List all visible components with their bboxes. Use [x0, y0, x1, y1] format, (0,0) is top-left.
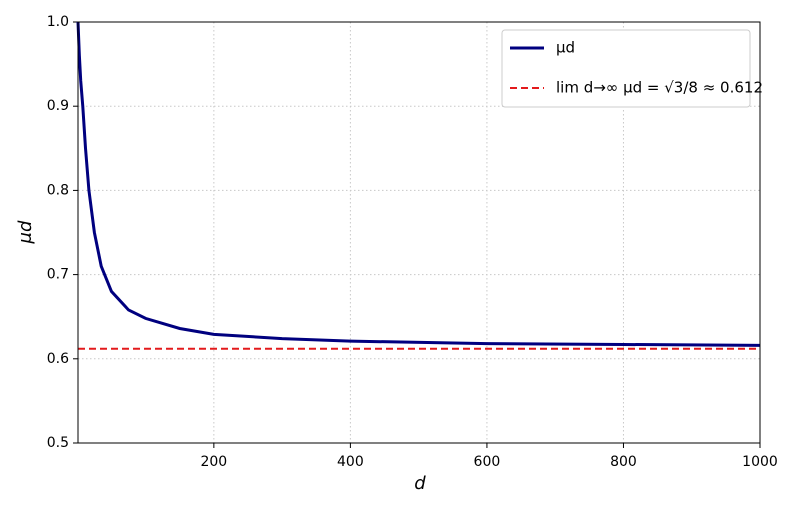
x-axis-label: d	[414, 473, 426, 494]
y-tick-label: 0.5	[47, 435, 69, 451]
legend-box	[501, 29, 751, 108]
legend-label: μd	[556, 39, 575, 57]
x-tick-label: 1000	[742, 454, 778, 470]
line	[76, 21, 761, 347]
x-tick-label: 400	[337, 454, 364, 470]
y-tick-label: 0.7	[47, 267, 69, 283]
y-axis-label: μd	[15, 220, 36, 244]
plot-frame	[77, 21, 761, 444]
y-tick-label: 0.6	[47, 351, 69, 367]
y-tick-label: 0.9	[47, 98, 69, 114]
y-tick-label: 1.0	[47, 14, 69, 30]
x-tick-label: 200	[200, 454, 227, 470]
x-tick-label: 600	[474, 454, 501, 470]
x-tick-label: 800	[610, 454, 637, 470]
y-tick-label: 0.8	[47, 182, 69, 198]
legend-label: lim d→∞ μd = √3/8 ≈ 0.612	[556, 79, 763, 97]
